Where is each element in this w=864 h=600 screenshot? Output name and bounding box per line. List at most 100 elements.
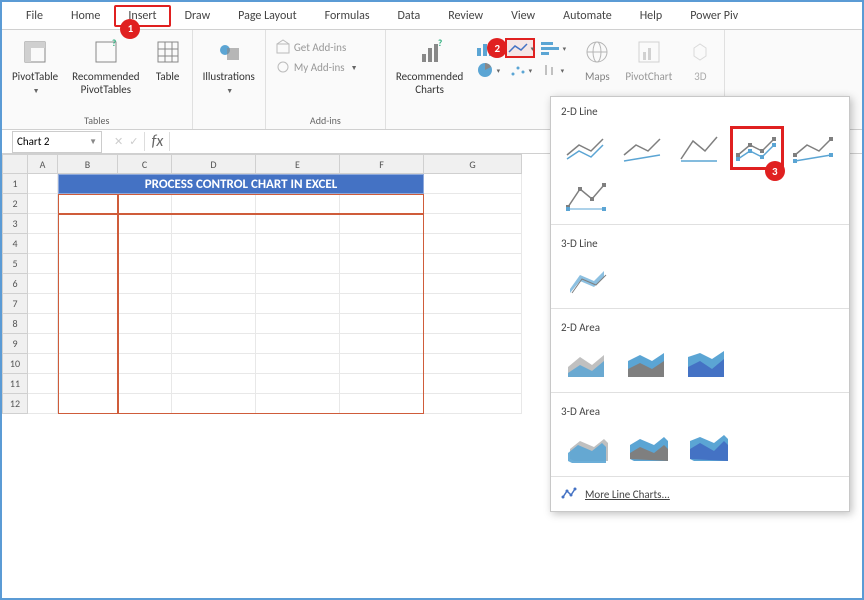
line-chart-option-6[interactable] (559, 174, 615, 218)
cell[interactable] (28, 334, 58, 354)
cell[interactable] (340, 214, 424, 234)
cell[interactable] (28, 174, 58, 194)
tab-automate[interactable]: Automate (549, 5, 626, 27)
cell[interactable] (424, 334, 522, 354)
cell[interactable] (58, 354, 118, 374)
tab-power-piv[interactable]: Power Piv (676, 5, 752, 27)
cell[interactable] (58, 374, 118, 394)
cell[interactable] (256, 394, 340, 414)
illustrations-button[interactable]: Illustrations ▼ (199, 34, 259, 100)
cell[interactable] (118, 214, 172, 234)
cell[interactable] (256, 194, 340, 214)
cell[interactable] (118, 274, 172, 294)
3d-line-option[interactable] (559, 258, 615, 302)
column-header[interactable]: F (340, 154, 424, 174)
3d-button[interactable]: 3D (682, 34, 718, 87)
enter-icon[interactable]: ✓ (129, 135, 138, 148)
fx-button[interactable]: fx (144, 132, 170, 151)
tab-insert[interactable]: Insert 1 (114, 5, 170, 27)
cell[interactable] (28, 214, 58, 234)
column-header[interactable]: B (58, 154, 118, 174)
cell[interactable] (424, 194, 522, 214)
3d-area-option-3[interactable] (679, 426, 735, 470)
2d-area-option-1[interactable] (559, 342, 615, 386)
tab-file[interactable]: File (12, 5, 57, 27)
row-header[interactable]: 6 (2, 274, 28, 294)
cell[interactable] (340, 374, 424, 394)
cell[interactable] (424, 234, 522, 254)
cell[interactable] (58, 394, 118, 414)
cell[interactable] (118, 354, 172, 374)
more-line-charts[interactable]: More Line Charts... (551, 481, 849, 507)
cell[interactable] (28, 274, 58, 294)
cell[interactable] (172, 274, 256, 294)
cell[interactable] (256, 334, 340, 354)
cell[interactable] (118, 234, 172, 254)
cell[interactable] (256, 234, 340, 254)
tab-review[interactable]: Review (434, 5, 497, 27)
recommended-charts-button[interactable]: ? Recommended Charts (392, 34, 467, 100)
row-header[interactable]: 12 (2, 394, 28, 414)
cell[interactable] (424, 314, 522, 334)
cell[interactable] (424, 294, 522, 314)
tab-help[interactable]: Help (626, 5, 677, 27)
row-header[interactable]: 11 (2, 374, 28, 394)
recommended-pivottables-button[interactable]: ? Recommended PivotTables (68, 34, 143, 100)
line-chart-option-2[interactable] (616, 126, 669, 170)
column-header[interactable]: A (28, 154, 58, 174)
cell[interactable] (424, 374, 522, 394)
row-header[interactable]: 1 (2, 174, 28, 194)
cell[interactable] (172, 314, 256, 334)
cell[interactable] (28, 194, 58, 214)
row-header[interactable]: 5 (2, 254, 28, 274)
cell[interactable] (172, 234, 256, 254)
chevron-down-icon[interactable]: ▼ (89, 137, 97, 147)
cell[interactable] (340, 194, 424, 214)
row-header[interactable]: 4 (2, 234, 28, 254)
cell[interactable] (340, 274, 424, 294)
name-box[interactable]: Chart 2 ▼ (12, 131, 102, 153)
cell[interactable] (118, 254, 172, 274)
pivottable-button[interactable]: PivotTable ▼ (8, 34, 62, 100)
cell[interactable] (340, 394, 424, 414)
line-chart-option-1[interactable] (559, 126, 612, 170)
cell[interactable] (58, 334, 118, 354)
cell[interactable] (118, 394, 172, 414)
cell[interactable] (172, 334, 256, 354)
cell[interactable] (58, 314, 118, 334)
cell[interactable] (256, 254, 340, 274)
line-chart-with-markers[interactable]: 3 (730, 126, 783, 170)
cell[interactable] (424, 274, 522, 294)
tab-draw[interactable]: Draw (171, 5, 225, 27)
cell[interactable] (424, 174, 522, 194)
chart-type-scatter[interactable]: ▾ (505, 60, 535, 80)
cancel-icon[interactable]: ✕ (114, 135, 123, 148)
cell[interactable] (118, 294, 172, 314)
cell[interactable] (58, 254, 118, 274)
cell[interactable] (424, 254, 522, 274)
line-chart-option-5[interactable] (788, 126, 841, 170)
cell[interactable] (28, 314, 58, 334)
cell[interactable] (28, 354, 58, 374)
cell[interactable] (118, 334, 172, 354)
my-addins-button[interactable]: My Add-ins ▼ (272, 58, 379, 76)
cell[interactable] (256, 374, 340, 394)
row-header[interactable]: 2 (2, 194, 28, 214)
cell[interactable] (256, 294, 340, 314)
cell[interactable] (340, 254, 424, 274)
row-header[interactable]: 3 (2, 214, 28, 234)
cell[interactable] (58, 274, 118, 294)
row-header[interactable]: 9 (2, 334, 28, 354)
cell[interactable] (424, 354, 522, 374)
cell[interactable] (172, 294, 256, 314)
cell[interactable] (340, 314, 424, 334)
column-header[interactable]: G (424, 154, 522, 174)
maps-button[interactable]: Maps (579, 34, 615, 87)
column-header[interactable]: E (256, 154, 340, 174)
cell[interactable] (340, 234, 424, 254)
cell[interactable] (28, 234, 58, 254)
tab-view[interactable]: View (497, 5, 549, 27)
cell[interactable] (340, 354, 424, 374)
cell[interactable] (118, 374, 172, 394)
cell[interactable] (28, 394, 58, 414)
